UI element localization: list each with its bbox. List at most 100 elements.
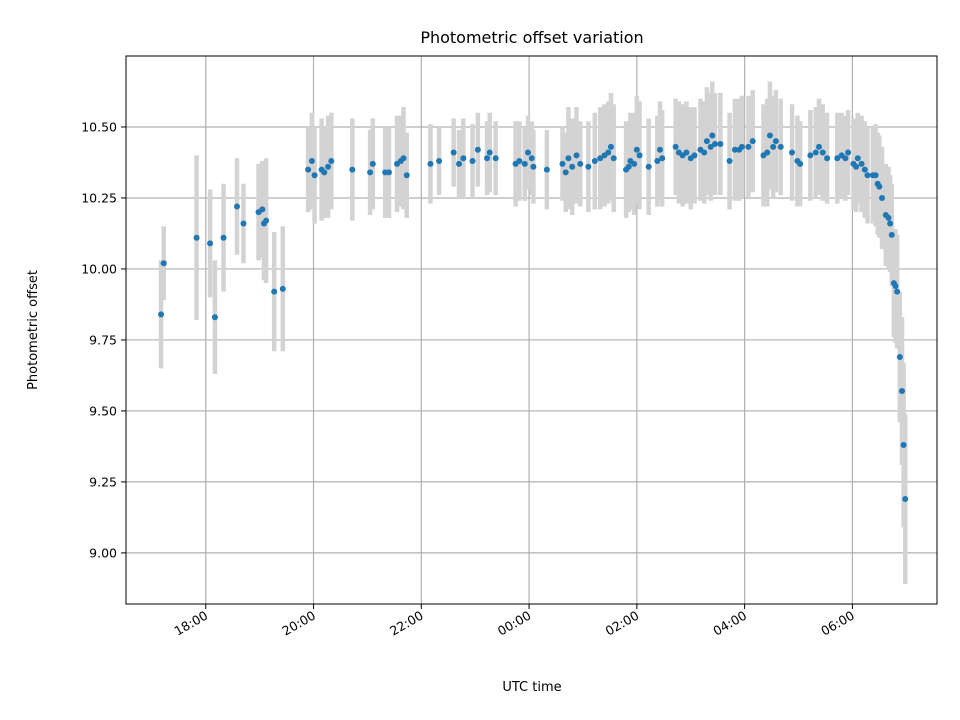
data-point — [469, 158, 476, 165]
data-point — [521, 160, 528, 167]
data-point — [597, 155, 604, 162]
data-point — [807, 152, 814, 159]
data-point — [894, 288, 901, 295]
data-point — [726, 158, 733, 165]
data-point — [607, 143, 614, 150]
data-point — [450, 149, 457, 156]
data-point — [263, 217, 270, 224]
data-point — [234, 203, 241, 210]
data-point — [569, 163, 576, 170]
data-point — [259, 206, 266, 213]
x-axis-label: UTC time — [502, 680, 561, 695]
data-point — [842, 155, 849, 162]
data-point — [610, 155, 617, 162]
y-tick-label: 10.25 — [81, 190, 117, 205]
data-point — [845, 149, 852, 156]
data-point — [691, 152, 698, 159]
data-point — [731, 146, 738, 153]
plot-frame — [125, 55, 938, 605]
data-point — [158, 311, 165, 318]
y-tick-label: 9.75 — [89, 332, 117, 347]
data-point — [562, 169, 569, 176]
data-point — [834, 155, 841, 162]
data-point — [305, 166, 312, 173]
data-point — [898, 388, 905, 395]
data-point — [815, 143, 822, 150]
data-point — [789, 149, 796, 156]
data-point — [456, 160, 463, 167]
y-tick-label: 10.50 — [81, 119, 117, 134]
data-point — [271, 288, 278, 295]
data-point — [436, 158, 443, 165]
data-point — [528, 155, 535, 162]
data-point — [577, 160, 584, 167]
data-point — [349, 166, 356, 173]
data-point — [777, 143, 784, 150]
data-point — [770, 143, 777, 150]
data-point — [530, 163, 537, 170]
y-tick-label: 9.25 — [89, 474, 117, 489]
y-axis-ticks: 9.00 9.25 9.50 9.75 10.00 10.25 10.50 — [81, 119, 126, 560]
data-point — [853, 163, 860, 170]
data-point — [819, 149, 826, 156]
data-point — [645, 163, 652, 170]
data-point — [308, 158, 315, 165]
data-point — [492, 155, 499, 162]
data-point — [711, 141, 718, 148]
data-point — [486, 149, 493, 156]
y-tick-label: 9.00 — [89, 545, 117, 560]
data-point — [879, 194, 886, 201]
y-axis-label: Photometric offset — [26, 270, 41, 390]
data-point — [585, 163, 592, 170]
data-point — [211, 314, 218, 321]
data-point — [764, 149, 771, 156]
data-point — [193, 234, 200, 241]
data-point — [854, 155, 861, 162]
data-point — [403, 172, 410, 179]
data-point — [659, 155, 666, 162]
data-point — [631, 160, 638, 167]
data-point — [605, 149, 612, 156]
data-point — [543, 166, 550, 173]
y-tick-label: 9.50 — [89, 403, 117, 418]
data-point — [683, 149, 690, 156]
data-point — [367, 169, 374, 176]
data-point — [709, 132, 716, 139]
data-point — [369, 160, 376, 167]
data-point — [703, 138, 710, 145]
data-point — [772, 138, 779, 145]
data-point — [636, 152, 643, 159]
data-point — [858, 160, 865, 167]
data-point — [887, 220, 894, 227]
point-layer — [158, 132, 909, 502]
data-point — [707, 143, 714, 150]
data-point — [484, 155, 491, 162]
data-point — [900, 441, 907, 448]
data-point — [220, 234, 227, 241]
data-point — [657, 146, 664, 153]
data-point — [745, 143, 752, 150]
data-point — [888, 231, 895, 238]
data-point — [812, 149, 819, 156]
data-point — [749, 138, 756, 145]
data-point — [207, 240, 214, 247]
data-point — [427, 160, 434, 167]
data-point — [885, 214, 892, 221]
data-point — [524, 149, 531, 156]
data-point — [160, 260, 167, 267]
data-point — [672, 143, 679, 150]
data-point — [654, 158, 661, 165]
data-point — [565, 155, 572, 162]
data-point — [797, 160, 804, 167]
data-point — [240, 220, 247, 227]
chart-title: Photometric offset variation — [420, 28, 643, 47]
data-point — [591, 158, 598, 165]
data-point — [625, 163, 632, 170]
data-point — [474, 146, 481, 153]
data-point — [824, 155, 831, 162]
data-point — [400, 155, 407, 162]
data-point — [896, 353, 903, 360]
data-point — [864, 172, 871, 179]
data-point — [325, 163, 332, 170]
